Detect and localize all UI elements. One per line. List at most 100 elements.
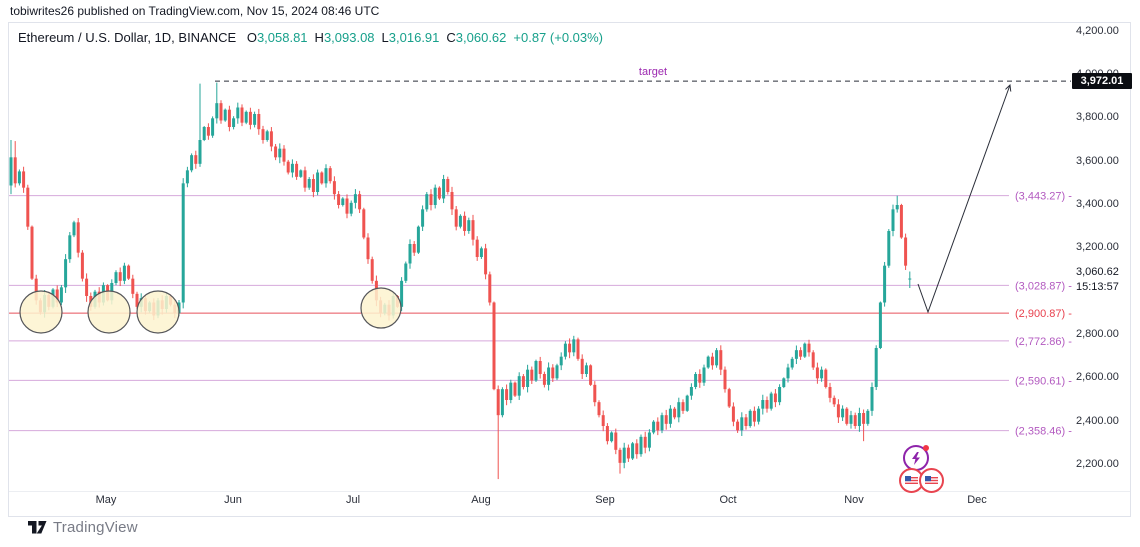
candle-body xyxy=(584,365,588,374)
candlestick-plot[interactable]: (3,443.27) - (3,028.87) - (2,900.87) - (2,7… xyxy=(9,23,1130,516)
candle-body xyxy=(698,374,702,383)
candle-body xyxy=(614,432,618,450)
candle-body xyxy=(64,259,68,288)
candle-body xyxy=(618,449,622,463)
ohlc-label: H xyxy=(314,30,324,45)
candle-body xyxy=(509,382,513,400)
highlight-circle-drawing[interactable] xyxy=(360,287,402,329)
candle-body xyxy=(790,358,794,368)
last-price-countdown: 3,060.62 15:13:57 xyxy=(1076,265,1119,295)
candle-body xyxy=(580,358,584,374)
candle-body xyxy=(572,339,576,353)
candle-body xyxy=(719,350,723,370)
candle-body xyxy=(849,415,853,424)
chart-drawings[interactable]: target xyxy=(19,66,1071,334)
candle-body xyxy=(568,343,572,353)
candle-body xyxy=(194,155,198,164)
candle-body xyxy=(26,187,30,227)
candle-body xyxy=(488,274,492,303)
candle-body xyxy=(534,361,538,381)
candle-body xyxy=(463,215,467,231)
candle-body xyxy=(131,278,135,294)
time-axis-separator xyxy=(9,491,1130,492)
candle-body xyxy=(59,287,63,303)
ohlc-label: L xyxy=(381,30,389,45)
candle-body xyxy=(845,408,849,424)
bank-sticker-icon[interactable] xyxy=(919,468,944,493)
candle-body xyxy=(299,170,303,177)
candle-body xyxy=(236,107,240,119)
candle-body xyxy=(820,369,824,379)
candle-body xyxy=(118,272,122,281)
ohlc-value: 3,058.81 xyxy=(256,30,308,45)
candle-body xyxy=(80,252,84,279)
candle-body xyxy=(232,118,236,127)
candle-body xyxy=(677,402,681,418)
candle-body xyxy=(227,109,231,127)
candle-body xyxy=(622,447,626,463)
candle-body xyxy=(244,111,248,123)
candle-body xyxy=(589,365,593,385)
candle-body xyxy=(782,378,786,387)
candle-body xyxy=(68,235,72,260)
candle-body xyxy=(559,356,563,366)
candle-body xyxy=(479,248,483,257)
candle-body xyxy=(635,443,639,455)
candle-body xyxy=(647,432,651,448)
candle-body xyxy=(421,209,425,227)
candle-body xyxy=(832,397,836,405)
candle-body xyxy=(521,376,525,387)
target-text: target xyxy=(639,66,667,78)
candle-body xyxy=(358,194,362,210)
bank-sticker-icon[interactable] xyxy=(899,468,924,493)
tradingview-footer-logo[interactable]: TradingView xyxy=(28,519,138,536)
candle-body xyxy=(278,148,282,158)
candle-body xyxy=(597,402,601,416)
candle-body xyxy=(362,209,366,238)
highlight-circle-drawing[interactable] xyxy=(19,290,63,334)
candle-body xyxy=(30,226,34,279)
candle-body xyxy=(895,205,899,210)
candle-body xyxy=(223,109,227,121)
projection-arrow-drawing[interactable] xyxy=(917,85,1010,314)
candle-body xyxy=(828,387,832,398)
candle-body xyxy=(593,384,597,403)
candle-body xyxy=(744,417,748,426)
candle-body xyxy=(353,194,357,203)
highlight-circle-drawing[interactable] xyxy=(87,290,131,334)
candle-body xyxy=(555,365,559,379)
candle-body xyxy=(727,389,731,407)
ohlc-values: O3,058.81 H3,093.08 L3,016.91 C3,060.62 +0.8… xyxy=(240,30,603,45)
candle-body xyxy=(13,157,17,184)
candle-body xyxy=(135,293,139,307)
candle-body xyxy=(114,272,118,283)
candle-body xyxy=(904,237,908,266)
candle-body xyxy=(513,382,517,396)
highlight-circle-drawing[interactable] xyxy=(136,290,180,334)
candle-body xyxy=(76,222,80,253)
candle-body xyxy=(286,161,290,173)
candle-body xyxy=(723,369,727,390)
candle-body xyxy=(530,369,534,381)
candle-body xyxy=(265,131,269,140)
candle-body xyxy=(706,356,710,368)
candle-body xyxy=(185,170,189,184)
lightning-sticker-icon[interactable] xyxy=(903,445,929,471)
candle-body xyxy=(740,417,744,431)
candle-body xyxy=(484,248,488,275)
candle-body xyxy=(664,415,668,424)
candle-body xyxy=(55,289,59,303)
candle-body xyxy=(757,408,761,422)
tradingview-logo-icon xyxy=(28,521,47,534)
target-price-label: 3,972.01 xyxy=(1072,73,1132,90)
candle-body xyxy=(639,436,643,455)
candle-body xyxy=(492,302,496,390)
candle-body xyxy=(908,278,912,280)
candle-body xyxy=(433,187,437,205)
candle-body xyxy=(542,374,546,385)
candle-body xyxy=(660,415,664,431)
candle-body xyxy=(446,179,450,192)
candle-body xyxy=(328,168,332,182)
candle-body xyxy=(345,198,349,214)
candle-body xyxy=(408,244,412,264)
